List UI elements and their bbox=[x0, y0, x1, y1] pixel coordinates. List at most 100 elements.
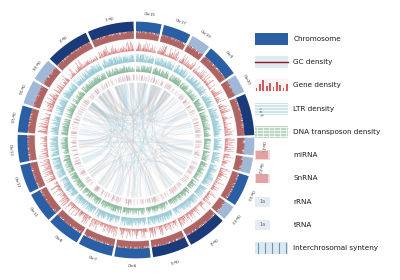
Polygon shape bbox=[213, 153, 220, 154]
Polygon shape bbox=[114, 247, 151, 258]
Polygon shape bbox=[144, 34, 145, 39]
Polygon shape bbox=[198, 188, 202, 191]
Polygon shape bbox=[113, 227, 115, 232]
Polygon shape bbox=[91, 87, 159, 119]
Polygon shape bbox=[202, 158, 204, 159]
Polygon shape bbox=[78, 183, 83, 187]
Polygon shape bbox=[189, 212, 191, 214]
Polygon shape bbox=[199, 76, 201, 78]
Polygon shape bbox=[201, 118, 205, 119]
Polygon shape bbox=[115, 83, 132, 112]
Polygon shape bbox=[152, 216, 154, 224]
Polygon shape bbox=[224, 189, 233, 194]
Polygon shape bbox=[35, 181, 44, 186]
Polygon shape bbox=[221, 110, 230, 113]
Polygon shape bbox=[53, 174, 54, 175]
Polygon shape bbox=[190, 111, 194, 114]
Polygon shape bbox=[196, 104, 201, 107]
Polygon shape bbox=[152, 206, 154, 212]
Polygon shape bbox=[51, 72, 57, 77]
Polygon shape bbox=[119, 57, 120, 64]
Polygon shape bbox=[168, 35, 171, 44]
Polygon shape bbox=[233, 109, 238, 111]
Polygon shape bbox=[108, 90, 185, 122]
Polygon shape bbox=[72, 74, 74, 76]
Bar bbox=[272, 87, 274, 92]
Polygon shape bbox=[193, 177, 197, 180]
Polygon shape bbox=[195, 206, 197, 208]
Polygon shape bbox=[182, 88, 184, 90]
Polygon shape bbox=[112, 32, 114, 41]
Polygon shape bbox=[200, 94, 202, 95]
Polygon shape bbox=[94, 186, 98, 191]
Polygon shape bbox=[62, 191, 63, 192]
Polygon shape bbox=[189, 78, 193, 82]
Polygon shape bbox=[197, 205, 199, 207]
Polygon shape bbox=[183, 177, 188, 181]
Polygon shape bbox=[231, 101, 239, 104]
Polygon shape bbox=[160, 214, 162, 221]
Polygon shape bbox=[67, 219, 73, 227]
Polygon shape bbox=[200, 94, 201, 95]
Polygon shape bbox=[49, 171, 53, 173]
Polygon shape bbox=[78, 83, 80, 85]
Polygon shape bbox=[28, 118, 37, 120]
Polygon shape bbox=[150, 62, 151, 63]
Polygon shape bbox=[51, 127, 59, 128]
Polygon shape bbox=[226, 90, 232, 94]
Polygon shape bbox=[140, 33, 141, 39]
Polygon shape bbox=[196, 190, 202, 195]
Polygon shape bbox=[128, 68, 129, 72]
Polygon shape bbox=[161, 225, 162, 228]
Polygon shape bbox=[180, 95, 184, 99]
Polygon shape bbox=[54, 95, 58, 97]
Polygon shape bbox=[142, 241, 143, 251]
Polygon shape bbox=[57, 87, 62, 91]
Polygon shape bbox=[136, 41, 158, 53]
Polygon shape bbox=[122, 49, 123, 52]
Polygon shape bbox=[140, 229, 141, 231]
Polygon shape bbox=[192, 161, 197, 164]
Polygon shape bbox=[179, 42, 182, 48]
Polygon shape bbox=[184, 229, 188, 238]
Polygon shape bbox=[63, 123, 70, 125]
Polygon shape bbox=[209, 190, 213, 193]
Polygon shape bbox=[235, 160, 245, 162]
Polygon shape bbox=[167, 66, 168, 68]
Polygon shape bbox=[41, 189, 47, 192]
Polygon shape bbox=[78, 70, 79, 71]
Polygon shape bbox=[184, 77, 185, 78]
Polygon shape bbox=[72, 112, 73, 113]
Polygon shape bbox=[236, 94, 254, 136]
Polygon shape bbox=[154, 240, 156, 245]
Polygon shape bbox=[106, 33, 109, 43]
Polygon shape bbox=[130, 218, 131, 226]
Polygon shape bbox=[236, 127, 242, 128]
Polygon shape bbox=[199, 167, 204, 169]
Polygon shape bbox=[180, 70, 184, 76]
Polygon shape bbox=[162, 72, 164, 77]
Polygon shape bbox=[156, 57, 158, 65]
Polygon shape bbox=[63, 179, 68, 182]
Polygon shape bbox=[217, 101, 218, 102]
Polygon shape bbox=[80, 226, 83, 231]
Polygon shape bbox=[113, 52, 114, 54]
Polygon shape bbox=[210, 116, 214, 117]
Polygon shape bbox=[101, 190, 103, 193]
Polygon shape bbox=[54, 97, 68, 116]
Polygon shape bbox=[199, 186, 204, 190]
Polygon shape bbox=[193, 193, 198, 198]
Polygon shape bbox=[151, 87, 180, 118]
Polygon shape bbox=[197, 188, 199, 189]
Polygon shape bbox=[147, 199, 148, 202]
Polygon shape bbox=[205, 214, 212, 222]
Polygon shape bbox=[142, 83, 166, 114]
Polygon shape bbox=[63, 87, 64, 88]
Polygon shape bbox=[160, 226, 162, 233]
Polygon shape bbox=[80, 48, 84, 53]
Polygon shape bbox=[110, 36, 112, 42]
Polygon shape bbox=[74, 49, 79, 57]
Polygon shape bbox=[89, 193, 93, 198]
Polygon shape bbox=[197, 106, 203, 109]
Polygon shape bbox=[52, 97, 57, 99]
